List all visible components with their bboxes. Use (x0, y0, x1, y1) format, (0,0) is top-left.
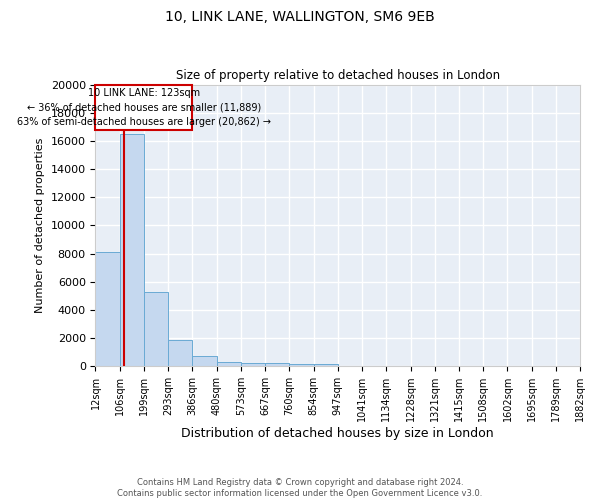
Bar (314, 364, 338, 366)
Text: 63% of semi-detached houses are larger (20,862) →: 63% of semi-detached houses are larger (… (17, 116, 271, 126)
Y-axis label: Number of detached properties: Number of detached properties (35, 138, 45, 313)
Text: Contains HM Land Registry data © Crown copyright and database right 2024.
Contai: Contains HM Land Registry data © Crown c… (118, 478, 482, 498)
Bar (169, 340, 193, 366)
Bar (265, 364, 289, 366)
Bar (217, 362, 241, 366)
Bar (241, 363, 265, 366)
X-axis label: Distribution of detached houses by size in London: Distribution of detached houses by size … (181, 427, 494, 440)
Bar (289, 364, 314, 366)
Text: ← 36% of detached houses are smaller (11,889): ← 36% of detached houses are smaller (11… (27, 102, 261, 112)
Bar (95, 84, 193, 130)
Bar (95, 252, 120, 366)
Text: 10 LINK LANE: 123sqm: 10 LINK LANE: 123sqm (88, 88, 200, 98)
Bar (120, 134, 144, 366)
Title: Size of property relative to detached houses in London: Size of property relative to detached ho… (176, 69, 500, 82)
Bar (193, 356, 217, 366)
Bar (144, 292, 169, 366)
Text: 10, LINK LANE, WALLINGTON, SM6 9EB: 10, LINK LANE, WALLINGTON, SM6 9EB (165, 10, 435, 24)
